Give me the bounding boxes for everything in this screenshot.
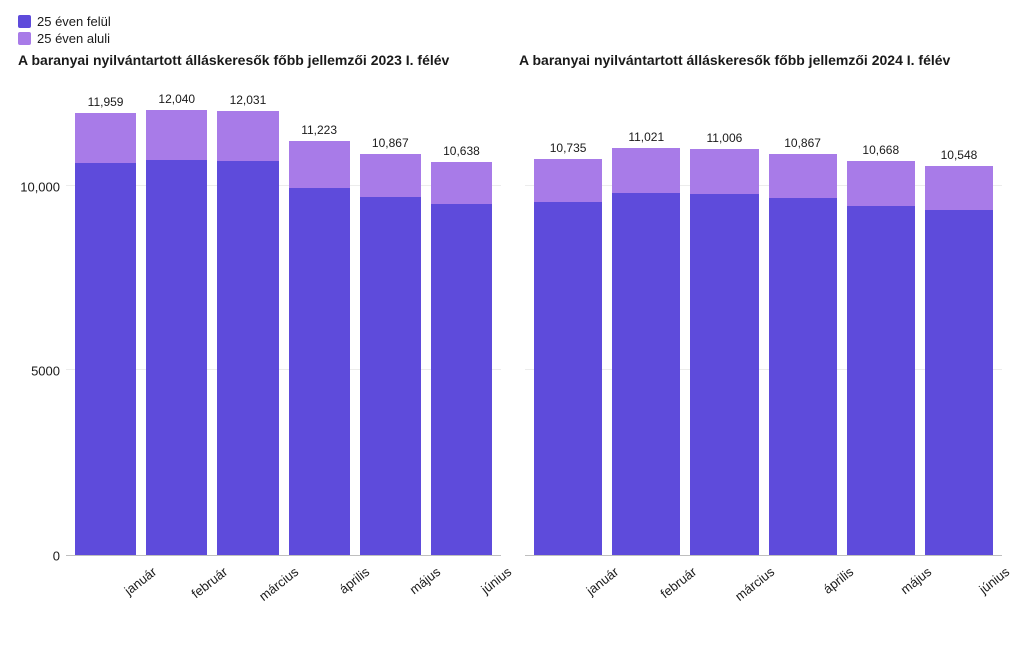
x-axis: januárfebruármárciusáprilismájusjúnius bbox=[18, 556, 501, 618]
bar-stack bbox=[769, 154, 837, 555]
bar-stack bbox=[146, 110, 207, 555]
bar-total-label: 12,031 bbox=[230, 93, 267, 107]
bar-total-label: 11,223 bbox=[301, 123, 337, 137]
bar: 12,040 bbox=[141, 92, 212, 555]
panel: A baranyai nyilvántartott álláskeresők f… bbox=[18, 52, 501, 618]
bar-segment-under25 bbox=[769, 154, 837, 198]
plot-area: 0500010,000 11,959 12,040 12,031 11,223 10,86… bbox=[18, 76, 501, 556]
bar-segment-over25 bbox=[217, 161, 278, 555]
legend-label: 25 éven felül bbox=[37, 14, 111, 29]
x-tick-label: június bbox=[940, 564, 1012, 625]
bars-container: 11,959 12,040 12,031 11,223 10,867 10,638 bbox=[66, 76, 501, 555]
bar-segment-over25 bbox=[289, 188, 350, 555]
bar: 11,021 bbox=[607, 130, 685, 555]
panel: A baranyai nyilvántartott álláskeresők f… bbox=[519, 52, 1002, 618]
bar: 11,006 bbox=[685, 131, 763, 555]
bar-stack bbox=[534, 159, 602, 555]
bar-stack bbox=[289, 141, 350, 555]
legend-item: 25 éven aluli bbox=[18, 31, 1002, 46]
bar-segment-under25 bbox=[75, 113, 136, 162]
bar-segment-under25 bbox=[847, 161, 915, 206]
legend: 25 éven felül 25 éven aluli bbox=[18, 14, 1002, 46]
bar-segment-under25 bbox=[925, 166, 993, 210]
bar: 10,735 bbox=[529, 141, 607, 555]
legend-swatch bbox=[18, 32, 31, 45]
x-labels: januárfebruármárciusáprilismájusjúnius bbox=[66, 556, 501, 618]
bar-segment-under25 bbox=[217, 111, 278, 161]
bar-segment-under25 bbox=[612, 148, 680, 193]
legend-label: 25 éven aluli bbox=[37, 31, 110, 46]
bar-total-label: 11,959 bbox=[88, 95, 124, 109]
bar-total-label: 10,867 bbox=[372, 136, 409, 150]
bar-stack bbox=[847, 161, 915, 555]
bar-segment-over25 bbox=[769, 198, 837, 555]
bar: 10,867 bbox=[764, 136, 842, 555]
bar: 10,668 bbox=[842, 143, 920, 555]
bar: 11,959 bbox=[70, 95, 141, 555]
chart-panels: A baranyai nyilvántartott álláskeresők f… bbox=[18, 52, 1002, 618]
bar: 11,223 bbox=[284, 123, 355, 555]
bar-stack bbox=[690, 149, 758, 555]
bar-segment-under25 bbox=[360, 154, 421, 197]
bar-total-label: 11,021 bbox=[628, 130, 664, 144]
bar-stack bbox=[217, 111, 278, 555]
x-tick-label: június bbox=[442, 564, 514, 625]
panel-title: A baranyai nyilvántartott álláskeresők f… bbox=[519, 52, 1002, 68]
bar: 12,031 bbox=[212, 93, 283, 555]
bar-segment-under25 bbox=[146, 110, 207, 159]
legend-item: 25 éven felül bbox=[18, 14, 1002, 29]
plot-area: 10,735 11,021 11,006 10,867 10,668 10,548 bbox=[519, 76, 1002, 556]
bar-stack bbox=[75, 113, 136, 555]
bar-stack bbox=[360, 154, 421, 555]
bar-segment-over25 bbox=[612, 193, 680, 555]
bar-segment-under25 bbox=[690, 149, 758, 194]
bar-total-label: 11,006 bbox=[707, 131, 743, 145]
bar-total-label: 12,040 bbox=[158, 92, 195, 106]
bar-stack bbox=[925, 166, 993, 555]
bar-segment-over25 bbox=[75, 163, 136, 555]
bar-segment-over25 bbox=[925, 210, 993, 555]
bar-segment-over25 bbox=[431, 204, 492, 555]
bar-stack bbox=[612, 148, 680, 555]
bar-segment-over25 bbox=[360, 197, 421, 555]
bar-segment-over25 bbox=[146, 160, 207, 555]
y-tick-label: 5000 bbox=[0, 364, 60, 379]
chart-area: 11,959 12,040 12,031 11,223 10,867 10,638 bbox=[66, 76, 501, 556]
bar-total-label: 10,867 bbox=[784, 136, 821, 150]
bar-segment-under25 bbox=[534, 159, 602, 202]
legend-swatch bbox=[18, 15, 31, 28]
bar: 10,867 bbox=[355, 136, 426, 555]
bar-segment-under25 bbox=[431, 162, 492, 204]
bar-stack bbox=[431, 162, 492, 555]
bar: 10,548 bbox=[920, 148, 998, 555]
x-labels: januárfebruármárciusáprilismájusjúnius bbox=[525, 556, 1002, 618]
bar-segment-over25 bbox=[847, 206, 915, 555]
bar-total-label: 10,548 bbox=[941, 148, 978, 162]
bar-segment-over25 bbox=[690, 194, 758, 555]
panel-title: A baranyai nyilvántartott álláskeresők f… bbox=[18, 52, 501, 68]
bars-container: 10,735 11,021 11,006 10,867 10,668 10,548 bbox=[525, 76, 1002, 555]
y-axis: 0500010,000 bbox=[18, 76, 66, 556]
bar: 10,638 bbox=[426, 144, 497, 555]
bar-total-label: 10,668 bbox=[862, 143, 899, 157]
y-tick-label: 0 bbox=[0, 549, 60, 564]
bar-segment-under25 bbox=[289, 141, 350, 188]
bar-total-label: 10,735 bbox=[550, 141, 587, 155]
y-tick-label: 10,000 bbox=[0, 179, 60, 194]
bar-segment-over25 bbox=[534, 202, 602, 555]
chart-area: 10,735 11,021 11,006 10,867 10,668 10,548 bbox=[525, 76, 1002, 556]
x-axis: januárfebruármárciusáprilismájusjúnius bbox=[519, 556, 1002, 618]
bar-total-label: 10,638 bbox=[443, 144, 480, 158]
